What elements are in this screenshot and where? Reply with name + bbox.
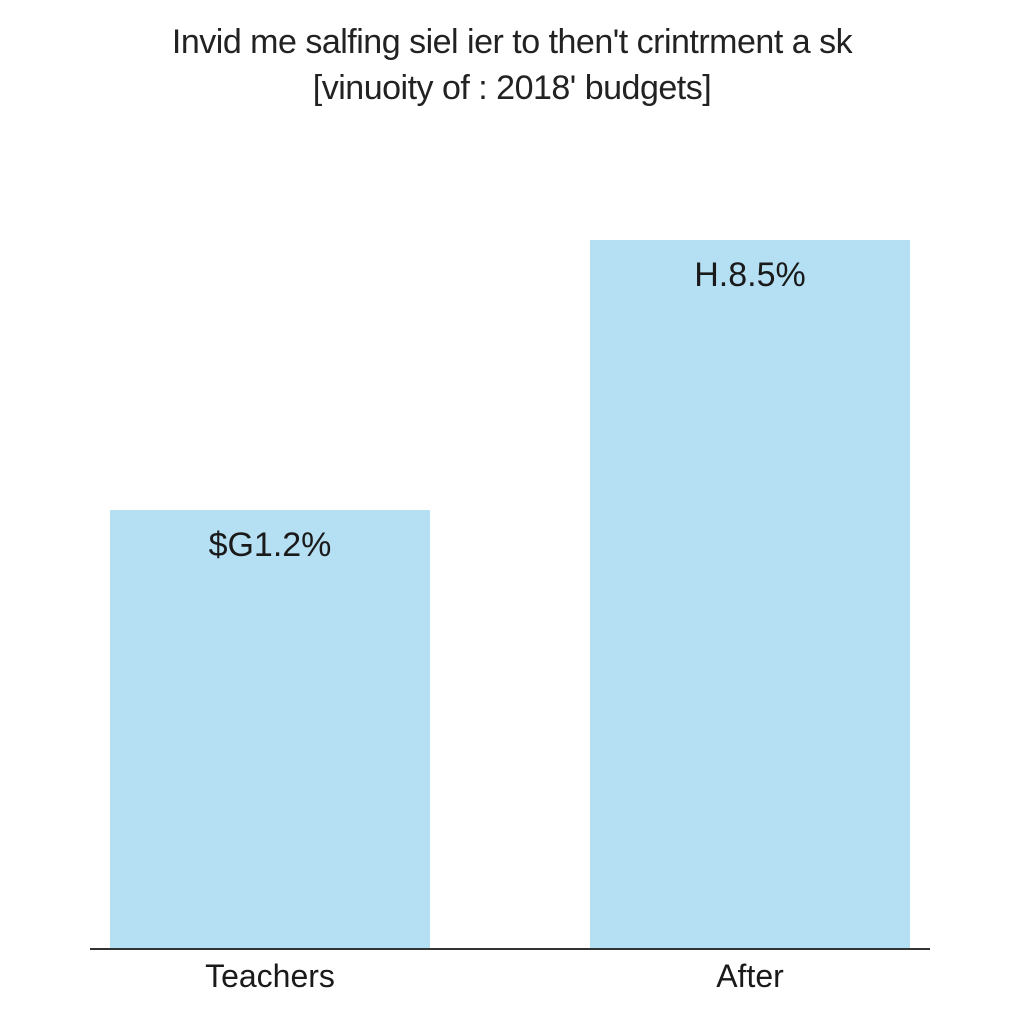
chart-title-line2: [vinuoity of : 2018' budgets] [0, 66, 1024, 112]
chart-title-line1: Invid me salfing siel ier to then't crin… [0, 20, 1024, 66]
bar-value-label: $G1.2% [110, 526, 430, 565]
plot-area: $G1.2% H.8.5% [90, 180, 930, 950]
x-axis-labels: Teachers After [90, 958, 930, 1008]
x-axis-label: Teachers [110, 958, 430, 995]
bar-chart: Invid me salfing siel ier to then't crin… [0, 0, 1024, 1024]
chart-title: Invid me salfing siel ier to then't crin… [0, 20, 1024, 112]
bar-after: H.8.5% [590, 240, 910, 950]
x-axis-line [90, 948, 930, 950]
bar-teachers: $G1.2% [110, 510, 430, 950]
x-axis-label: After [590, 958, 910, 995]
bar-value-label: H.8.5% [590, 256, 910, 295]
